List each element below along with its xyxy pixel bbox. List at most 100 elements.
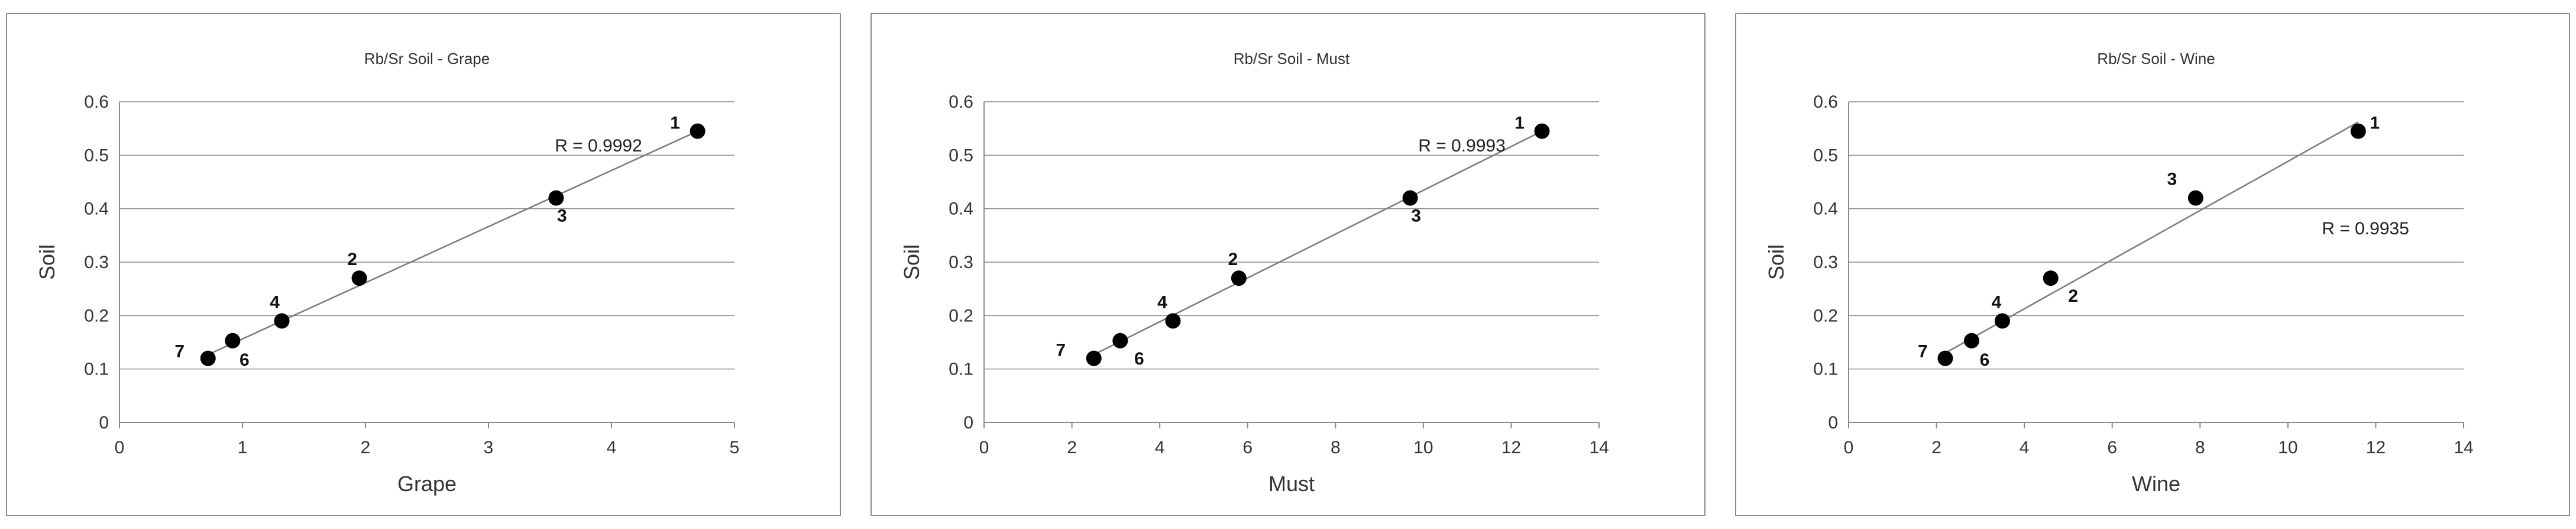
y-tick-label: 0 xyxy=(99,413,109,433)
x-tick-label: 12 xyxy=(2366,438,2386,457)
chart-title: Rb/Sr Soil - Wine xyxy=(2097,50,2215,67)
data-point-2 xyxy=(351,270,367,286)
x-tick-label: 2 xyxy=(1931,438,1941,457)
x-axis-label: Wine xyxy=(2132,472,2180,496)
point-label-7: 7 xyxy=(174,342,185,362)
data-point-3 xyxy=(2187,190,2203,206)
chart-must: Rb/Sr Soil - Must 0 0.1 0.2 0.3 0.4 0.5 0.6 0 2 4 6… xyxy=(899,50,1609,496)
trendline xyxy=(208,130,698,356)
point-label-7: 7 xyxy=(1918,342,1928,362)
x-tick-label: 10 xyxy=(1413,438,1433,457)
x-axis-label: Grape xyxy=(397,472,457,496)
y-tick-label: 0.2 xyxy=(1813,306,1838,325)
point-label-2: 2 xyxy=(347,250,357,269)
data-point-7 xyxy=(200,350,216,366)
point-label-2: 2 xyxy=(1228,250,1238,269)
x-tick-label: 10 xyxy=(2278,438,2297,457)
y-tick-label: 0.3 xyxy=(949,253,973,272)
y-tick-label: 0.5 xyxy=(84,146,109,165)
y-tick-label: 0.5 xyxy=(1813,146,1838,165)
point-label-1: 1 xyxy=(2370,114,2380,133)
x-tick-label: 6 xyxy=(2107,438,2117,457)
chart-panel-must: Rb/Sr Soil - Must 0 0.1 0.2 0.3 0.4 0.5 0.6 0 2 4 6… xyxy=(870,13,1706,516)
y-tick-label: 0.4 xyxy=(949,199,973,219)
y-tick-label: 0 xyxy=(1828,413,1838,433)
y-tick-label: 0.1 xyxy=(1813,360,1838,379)
data-point-6 xyxy=(225,333,241,349)
y-tick-label: 0.3 xyxy=(1813,253,1838,272)
correlation-annotation: R = 0.9992 xyxy=(555,136,642,156)
correlation-annotation: R = 0.9993 xyxy=(1418,136,1506,156)
x-tick-label: 5 xyxy=(730,438,740,457)
data-point-6 xyxy=(1112,333,1128,349)
x-tick-label: 3 xyxy=(484,438,494,457)
x-tick-label: 1 xyxy=(238,438,248,457)
x-tick-label: 0 xyxy=(1844,438,1854,457)
correlation-annotation: R = 0.9935 xyxy=(2322,219,2409,238)
x-tick-label: 6 xyxy=(1242,438,1253,457)
point-label-4: 4 xyxy=(1157,292,1167,312)
y-tick-label: 0.5 xyxy=(949,146,973,165)
data-point-4 xyxy=(1165,313,1181,329)
x-tick-label: 4 xyxy=(607,438,617,457)
x-axis-label: Must xyxy=(1268,472,1315,496)
point-label-6: 6 xyxy=(240,350,250,370)
y-tick-label: 0 xyxy=(963,413,973,433)
x-tick-label: 0 xyxy=(979,438,989,457)
y-axis-label: Soil xyxy=(1764,244,1788,280)
x-tick-label: 12 xyxy=(1501,438,1521,457)
point-label-6: 6 xyxy=(1980,350,1990,370)
y-tick-label: 0.6 xyxy=(1813,92,1838,112)
x-tick-label: 0 xyxy=(115,438,125,457)
x-tick-label: 2 xyxy=(361,438,371,457)
chart-grape: Rb/Sr Soil - Grape 0 0.1 0.2 0.3 0.4 0.5 0.6 0 1 2… xyxy=(35,50,740,496)
chart-title: Rb/Sr Soil - Must xyxy=(1234,50,1350,67)
chart-panel-wine: Rb/Sr Soil - Wine 0 0.1 0.2 0.3 0.4 0.5 0.6 0 2 4 6… xyxy=(1735,13,2570,516)
data-point-3 xyxy=(548,190,564,206)
point-label-2: 2 xyxy=(2068,286,2078,306)
data-point-1 xyxy=(2350,123,2366,139)
x-tick-label: 14 xyxy=(1589,438,1609,457)
point-label-3: 3 xyxy=(1411,207,1421,226)
data-point-2 xyxy=(2043,270,2059,286)
data-point-1 xyxy=(690,123,706,139)
x-tick-label: 14 xyxy=(2454,438,2473,457)
y-tick-label: 0.6 xyxy=(949,92,973,112)
x-tick-label: 8 xyxy=(2195,438,2205,457)
point-label-1: 1 xyxy=(670,114,680,133)
data-point-4 xyxy=(1995,313,2010,329)
point-label-3: 3 xyxy=(557,207,567,226)
data-point-4 xyxy=(274,313,290,329)
data-point-2 xyxy=(1231,270,1247,286)
point-label-7: 7 xyxy=(1056,341,1066,360)
point-label-4: 4 xyxy=(270,292,280,312)
y-tick-label: 0.1 xyxy=(84,360,109,379)
y-tick-label: 0.4 xyxy=(84,199,109,219)
y-tick-label: 0.4 xyxy=(1813,199,1838,219)
x-tick-label: 2 xyxy=(1067,438,1077,457)
point-label-6: 6 xyxy=(1134,349,1144,369)
data-point-1 xyxy=(1534,123,1550,139)
chart-title: Rb/Sr Soil - Grape xyxy=(364,50,490,67)
y-axis-label: Soil xyxy=(35,244,59,280)
data-point-7 xyxy=(1937,350,1953,366)
trendline xyxy=(1944,121,2359,354)
x-tick-label: 4 xyxy=(1155,438,1165,457)
x-tick-label: 8 xyxy=(1331,438,1341,457)
y-tick-label: 0.2 xyxy=(84,306,109,325)
y-tick-label: 0.2 xyxy=(949,306,973,325)
point-label-1: 1 xyxy=(1514,114,1525,133)
y-axis-label: Soil xyxy=(899,244,924,280)
x-tick-label: 4 xyxy=(2020,438,2030,457)
data-point-7 xyxy=(1086,350,1102,366)
trendline xyxy=(1093,130,1542,356)
chart-wine: Rb/Sr Soil - Wine 0 0.1 0.2 0.3 0.4 0.5 0.6 0 2 4 6… xyxy=(1764,50,2474,496)
point-label-4: 4 xyxy=(1992,292,2002,312)
point-label-3: 3 xyxy=(2167,170,2177,189)
chart-panel-grape: Rb/Sr Soil - Grape 0 0.1 0.2 0.3 0.4 0.5 0.6 0 1 2… xyxy=(6,13,841,516)
y-tick-label: 0.6 xyxy=(84,92,109,112)
y-tick-label: 0.3 xyxy=(84,253,109,272)
y-tick-label: 0.1 xyxy=(949,360,973,379)
data-point-3 xyxy=(1402,190,1418,206)
data-point-6 xyxy=(1964,333,1979,349)
